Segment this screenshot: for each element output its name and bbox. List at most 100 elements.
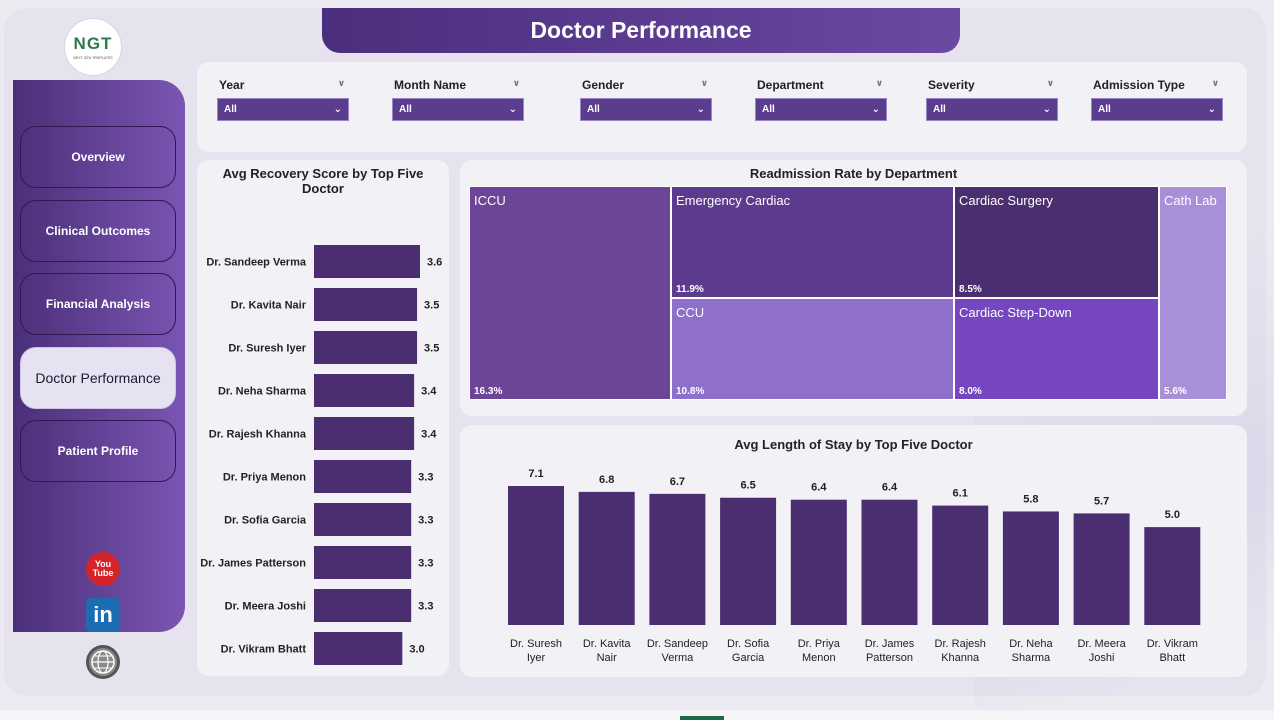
admission-type-select[interactable]: All ⌄ [1091,98,1223,121]
bar [314,460,412,493]
filter-year: Year ∨ All ⌄ [217,78,349,121]
chevron-down-icon[interactable]: ∨ [1211,78,1219,88]
readmission-card: Readmission Rate by Department ICCU 16.3%… [460,160,1247,416]
chevron-down-icon[interactable]: ∨ [875,78,883,88]
bar-data-label: 7.1 [528,468,543,480]
chevron-down-icon[interactable]: ∨ [512,78,520,88]
filter-label: Severity [928,78,975,92]
recovery-score-chart: Dr. Sandeep Verma 3.6 Dr. Kavita Nair 3.5 Dr… [200,245,442,665]
select-value: All [399,104,412,115]
chevron-down-icon: ⌄ [871,104,880,115]
bar-data-label: 6.8 [599,474,614,486]
bar-data-label: 3.5 [424,300,439,312]
bar [720,497,777,625]
bar-data-label: 5.7 [1094,495,1109,507]
department-select[interactable]: All ⌄ [755,98,887,121]
recovery-score-title: Avg Recovery Score by Top Five Doctor [222,166,424,196]
logo-subtext: NEXT GEN TEMPLATES [73,56,113,60]
bar-data-label: 3.4 [421,429,437,441]
treemap-tile-label: CCU [676,305,705,320]
filter-label: Year [219,78,245,92]
chevron-down-icon[interactable]: ∨ [1046,78,1054,88]
bar-data-label: 3.3 [418,472,433,484]
bar-data-label: 5.8 [1023,493,1038,505]
treemap-tile[interactable]: Cardiac Surgery 8.5% [954,186,1159,298]
bar-category-label: Dr. Kavita Nair [583,638,632,664]
select-value: All [1098,104,1111,115]
length-of-stay-title: Avg Length of Stay by Top Five Doctor [734,437,973,452]
bar [314,288,418,321]
nav-overview-button[interactable]: Overview [20,126,176,188]
website-globe-icon[interactable] [86,645,120,679]
treemap-tile-value: 10.8% [676,386,705,397]
filter-gender: Gender ∨ All ⌄ [580,78,712,121]
bar [314,374,415,407]
month-name-select[interactable]: All ⌄ [392,98,524,121]
treemap-tile-label: Cardiac Step-Down [959,305,1072,320]
bar-data-label: 3.3 [418,515,433,527]
nav-clinical-outcomes-button[interactable]: Clinical Outcomes [20,200,176,262]
bar [861,499,918,625]
active-sheet-tab[interactable] [680,716,724,720]
bar-data-label: 6.5 [740,480,755,492]
bar-data-label: 3.6 [427,257,442,269]
bar-category-label: Dr. Neha Sharma [218,386,307,398]
treemap-tile-label: Emergency Cardiac [676,193,791,208]
bar-category-label: Dr. Priya Menon [223,472,306,484]
youtube-icon[interactable]: You Tube [86,552,120,586]
bar-category-label: Dr. Kavita Nair [231,300,307,312]
filter-label: Department [757,78,824,92]
bar-category-label: Dr. Vikram Bhatt [1147,638,1198,664]
chevron-down-icon[interactable]: ∨ [700,78,708,88]
nav-patient-profile-button[interactable]: Patient Profile [20,420,176,482]
treemap-tile[interactable]: ICCU 16.3% [469,186,671,400]
chevron-down-icon: ⌄ [1042,104,1051,115]
treemap-tile-value: 11.9% [676,284,704,295]
treemap-tile[interactable]: CCU 10.8% [671,298,954,400]
readmission-title: Readmission Rate by Department [749,166,958,181]
treemap-tile[interactable]: Cath Lab 5.6% [1159,186,1227,400]
logo-text: NGT [73,34,113,53]
select-value: All [933,104,946,115]
bar-category-label: Dr. James Patterson [865,638,915,664]
bar-category-label: Dr. Meera Joshi [1077,638,1126,664]
globe-icon [91,650,115,674]
treemap-tile[interactable]: Emergency Cardiac 11.9% [671,186,954,298]
chevron-down-icon[interactable]: ∨ [337,78,345,88]
bar-category-label: Dr. Sandeep Verma [206,257,307,269]
bar [314,632,403,665]
gender-select[interactable]: All ⌄ [580,98,712,121]
bar [314,546,412,579]
bar [314,589,412,622]
treemap-tile-value: 16.3% [474,386,503,397]
chevron-down-icon: ⌄ [333,104,342,115]
treemap-tile[interactable]: Cardiac Step-Down 8.0% [954,298,1159,400]
bar-data-label: 3.3 [418,601,433,613]
severity-select[interactable]: All ⌄ [926,98,1058,121]
year-select[interactable]: All ⌄ [217,98,349,121]
filter-month-name: Month Name ∨ All ⌄ [392,78,524,121]
nav-doctor-performance-button[interactable]: Doctor Performance [20,347,176,409]
select-value: All [587,104,600,115]
bar-data-label: 6.4 [882,482,898,494]
select-value: All [762,104,775,115]
bar-category-label: Dr. Neha Sharma [1009,638,1053,664]
recovery-score-card: Avg Recovery Score by Top Five Doctor Dr… [197,160,449,676]
bar-data-label: 3.5 [424,343,439,355]
bar-category-label: Dr. Suresh Iyer [228,343,306,355]
filter-admission-type: Admission Type ∨ All ⌄ [1091,78,1223,121]
filter-label: Admission Type [1093,78,1185,92]
nav-financial-analysis-button[interactable]: Financial Analysis [20,273,176,335]
bar-category-label: Dr. Sofia Garcia [727,638,770,664]
bar [508,486,564,625]
bar-category-label: Dr. Rajesh Khanna [935,638,986,664]
select-value: All [224,104,237,115]
linkedin-icon[interactable]: in [86,598,120,632]
bar [790,499,847,625]
bar [314,417,415,450]
treemap-tile-value: 8.0% [959,386,982,397]
chevron-down-icon: ⌄ [508,104,517,115]
bar [1002,511,1059,625]
bar-category-label: Dr. Sandeep Verma [647,638,708,664]
bar [932,505,989,625]
